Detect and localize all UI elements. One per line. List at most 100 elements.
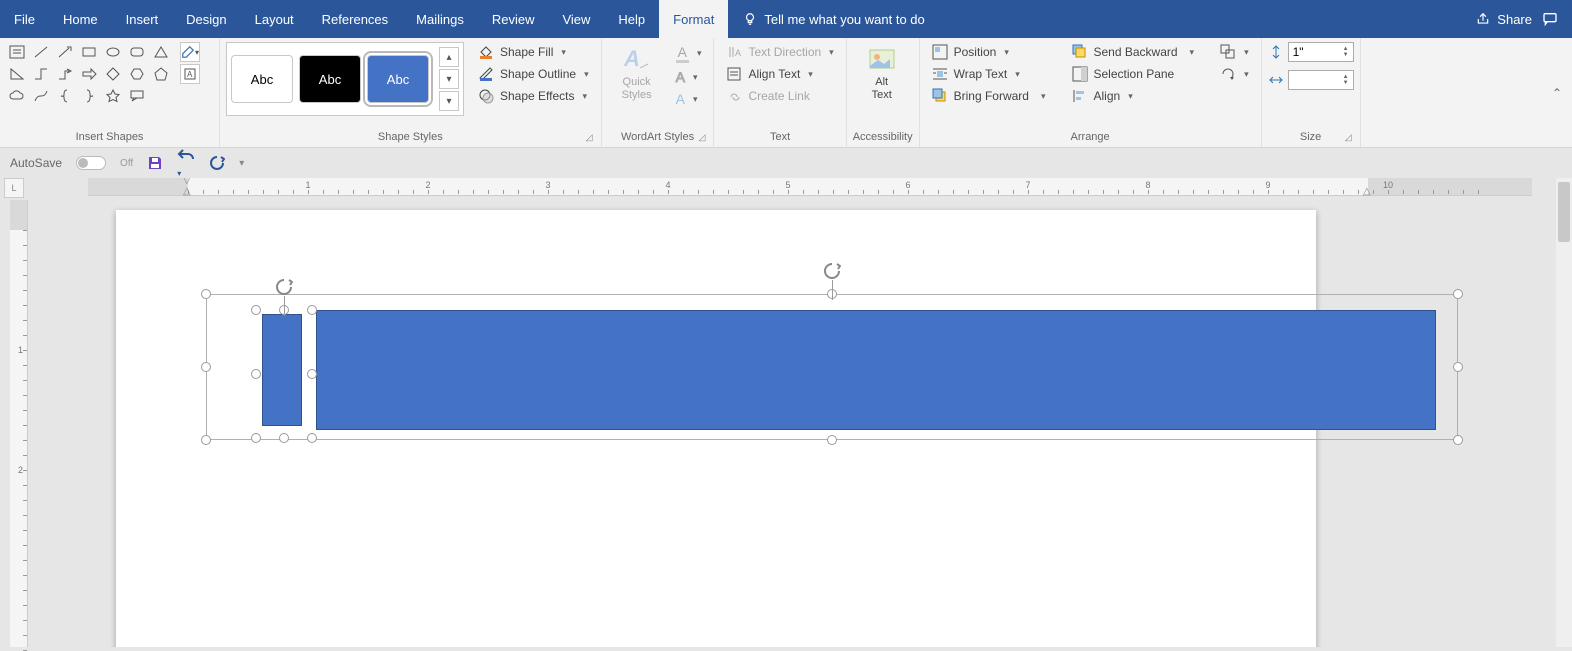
align-text-button[interactable]: Align Text▾	[720, 64, 839, 84]
style-swatch-1[interactable]: Abc	[299, 55, 361, 103]
shape-diamond-icon[interactable]	[102, 64, 124, 84]
qat-customize-icon[interactable]: ▾	[239, 158, 244, 169]
shape-curve-icon[interactable]	[30, 86, 52, 106]
save-icon[interactable]	[147, 155, 163, 171]
shape-right-triangle-icon[interactable]	[6, 64, 28, 84]
shape-brace-left-icon[interactable]	[54, 86, 76, 106]
share-button[interactable]: Share	[1475, 11, 1532, 27]
quick-access-toolbar: AutoSave Off ▾ ▾	[0, 148, 1572, 178]
undo-icon[interactable]: ▾	[177, 147, 195, 180]
tab-review[interactable]: Review	[478, 0, 549, 38]
shape-star-icon[interactable]	[102, 86, 124, 106]
shape-fill-button[interactable]: Shape Fill▾	[472, 42, 595, 62]
shape-outline-button[interactable]: Shape Outline▾	[472, 64, 595, 84]
ruler-corner[interactable]: L	[4, 178, 24, 198]
group-label-arrange: Arrange	[926, 128, 1255, 147]
rotate-button[interactable]: ▾	[1214, 64, 1255, 84]
position-button[interactable]: Position▾	[926, 42, 1052, 62]
document-page[interactable]	[116, 210, 1316, 647]
svg-text:A: A	[623, 46, 640, 71]
text-fill-button: A▾	[670, 42, 708, 65]
edit-shape-button[interactable]: ▾	[180, 42, 200, 62]
shape-triangle-icon[interactable]	[150, 42, 172, 62]
group-label-insert-shapes: Insert Shapes	[6, 128, 213, 147]
shape-brace-right-icon[interactable]	[78, 86, 100, 106]
size-dialog-icon[interactable]: ◿	[1345, 132, 1352, 143]
share-icon	[1475, 11, 1491, 27]
tab-references[interactable]: References	[308, 0, 402, 38]
tab-mailings[interactable]: Mailings	[402, 0, 478, 38]
style-swatch-0[interactable]: Abc	[231, 55, 293, 103]
tabs-bar: File Home Insert Design Layout Reference…	[0, 0, 1572, 38]
tell-me-label: Tell me what you want to do	[764, 12, 924, 27]
shape-arrow-right-icon[interactable]	[78, 64, 100, 84]
align-button[interactable]: Align▾	[1066, 86, 1201, 106]
selection-inner[interactable]	[256, 310, 312, 438]
shape-callout-icon[interactable]	[126, 86, 148, 106]
text-outline-button: A▾	[670, 67, 708, 87]
alt-text-button[interactable]: Alt Text	[853, 42, 911, 106]
gallery-more-icon[interactable]: ▾	[439, 91, 459, 111]
tab-file[interactable]: File	[0, 0, 49, 38]
pen-icon	[478, 66, 494, 82]
shape-hexagon-icon[interactable]	[126, 64, 148, 84]
shape-style-gallery[interactable]: Abc Abc Abc ▴ ▾ ▾	[226, 42, 464, 116]
shape-textbox-icon[interactable]	[6, 42, 28, 62]
text-direction-icon: A	[726, 44, 742, 60]
text-box-button[interactable]: A	[180, 64, 200, 84]
vertical-scrollbar[interactable]	[1556, 178, 1572, 647]
bring-forward-button[interactable]: Bring Forward▾	[926, 86, 1052, 106]
shape-oval-icon[interactable]	[102, 42, 124, 62]
link-icon	[726, 88, 742, 104]
share-label: Share	[1497, 12, 1532, 27]
shape-gallery[interactable]	[6, 42, 172, 106]
tab-format[interactable]: Format	[659, 0, 728, 38]
selection-pane-button[interactable]: Selection Pane	[1066, 64, 1201, 84]
shape-elbow-icon[interactable]	[30, 64, 52, 84]
comments-icon[interactable]	[1542, 11, 1558, 27]
height-input[interactable]: 1"▲▼	[1288, 42, 1354, 62]
autosave-off-label: Off	[120, 158, 133, 169]
svg-text:A: A	[735, 48, 741, 58]
collapse-ribbon-icon[interactable]: ⌃	[1552, 86, 1562, 100]
group-text: A Text Direction▾ Align Text▾ Create Lin…	[714, 38, 846, 147]
group-icon	[1220, 44, 1236, 60]
bucket-icon	[478, 44, 494, 60]
wrap-icon	[932, 66, 948, 82]
tab-insert[interactable]: Insert	[112, 0, 173, 38]
group-insert-shapes: ▾ A Insert Shapes	[0, 38, 220, 147]
autosave-toggle[interactable]	[76, 156, 106, 170]
bring-forward-icon	[932, 88, 948, 104]
selection-outer[interactable]	[206, 294, 1458, 440]
shape-styles-dialog-icon[interactable]: ◿	[586, 132, 593, 143]
tab-design[interactable]: Design	[172, 0, 240, 38]
shape-arrow-line-icon[interactable]	[54, 42, 76, 62]
tab-home[interactable]: Home	[49, 0, 112, 38]
rotate-icon	[1220, 66, 1236, 82]
shape-elbow-arrow-icon[interactable]	[54, 64, 76, 84]
workspace: L 12 12345678910▽△△	[0, 178, 1572, 647]
tab-view[interactable]: View	[548, 0, 604, 38]
group-shapes-button[interactable]: ▾	[1214, 42, 1255, 62]
style-swatch-2[interactable]: Abc	[367, 55, 429, 103]
wrap-text-button[interactable]: Wrap Text▾	[926, 64, 1052, 84]
shape-effects-button[interactable]: Shape Effects▾	[472, 86, 595, 106]
send-backward-button[interactable]: Send Backward▾	[1066, 42, 1201, 62]
shape-line-icon[interactable]	[30, 42, 52, 62]
redo-icon[interactable]	[209, 155, 225, 171]
group-size: 1"▲▼ ▲▼ Size◿	[1262, 38, 1361, 147]
gallery-down-icon[interactable]: ▾	[439, 69, 459, 89]
tab-help[interactable]: Help	[604, 0, 659, 38]
group-label-shape-styles: Shape Styles	[378, 131, 443, 143]
wordart-dialog-icon[interactable]: ◿	[699, 132, 706, 143]
width-input[interactable]: ▲▼	[1288, 70, 1354, 90]
gallery-up-icon[interactable]: ▴	[439, 47, 459, 67]
tab-layout[interactable]: Layout	[241, 0, 308, 38]
shape-rounded-rect-icon[interactable]	[126, 42, 148, 62]
shape-pentagon-icon[interactable]	[150, 64, 172, 84]
tell-me-search[interactable]: Tell me what you want to do	[728, 0, 938, 38]
shape-cloud-icon[interactable]	[6, 86, 28, 106]
shape-rectangle-icon[interactable]	[78, 42, 100, 62]
group-arrange: Position▾ Wrap Text▾ Bring Forward▾ Send…	[920, 38, 1262, 147]
position-icon	[932, 44, 948, 60]
